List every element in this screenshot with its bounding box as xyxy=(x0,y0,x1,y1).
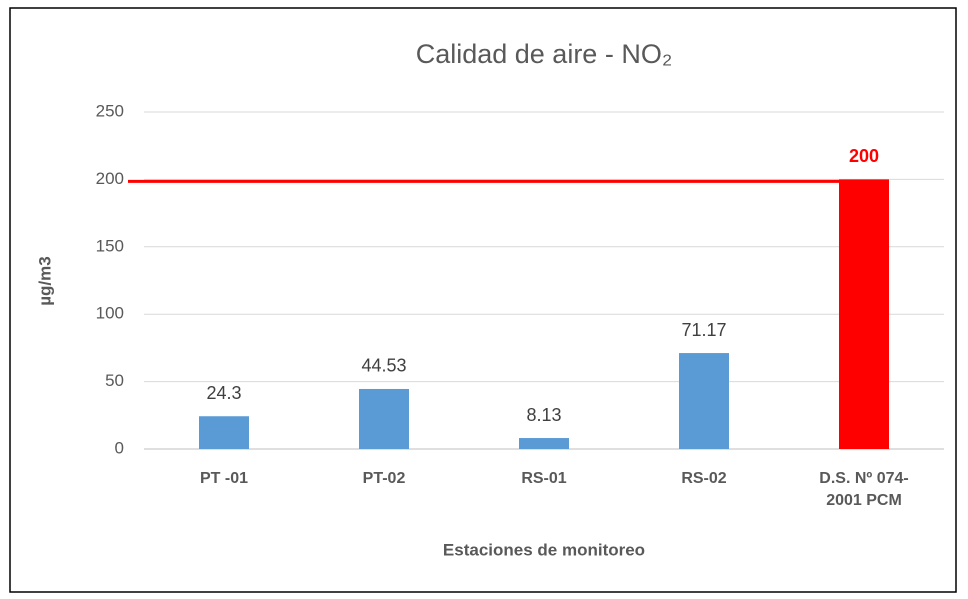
bar xyxy=(359,388,409,449)
value-label: 71.17 xyxy=(681,320,726,340)
value-label: 24.3 xyxy=(206,383,241,403)
x-axis-label: Estaciones de monitoreo xyxy=(443,540,645,559)
y-axis-label: µg/m3 xyxy=(35,256,54,305)
y-tick-label: 100 xyxy=(96,304,124,323)
x-tick-label: RS-02 xyxy=(681,470,726,487)
bar xyxy=(839,179,889,449)
bar xyxy=(679,353,729,449)
x-tick-label: PT-02 xyxy=(363,470,406,487)
chart-title: Calidad de aire - NO₂ xyxy=(416,39,673,69)
y-tick-label: 200 xyxy=(96,169,124,188)
x-tick-label: D.S. Nº 074-2001 PCM xyxy=(819,470,908,509)
bar xyxy=(519,438,569,449)
value-label: 44.53 xyxy=(361,356,406,376)
value-label: 200 xyxy=(849,146,879,166)
x-tick-label: RS-01 xyxy=(521,470,566,487)
y-tick-label: 150 xyxy=(96,236,124,255)
y-tick-label: 250 xyxy=(96,101,124,120)
x-tick-label: PT -01 xyxy=(200,470,248,487)
chart-frame xyxy=(9,7,957,593)
y-tick-label: 50 xyxy=(105,371,124,390)
y-tick-label: 0 xyxy=(115,438,124,457)
value-label: 8.13 xyxy=(526,405,561,425)
bar xyxy=(199,416,249,449)
